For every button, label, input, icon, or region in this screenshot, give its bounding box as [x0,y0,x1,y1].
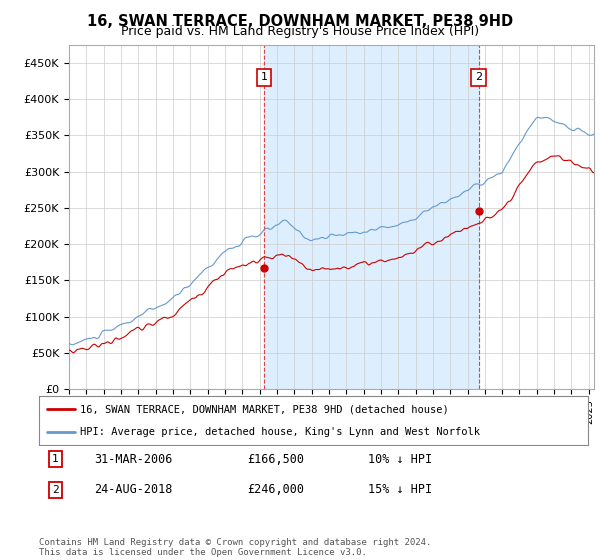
Text: 24-AUG-2018: 24-AUG-2018 [94,483,172,496]
Text: 16, SWAN TERRACE, DOWNHAM MARKET, PE38 9HD: 16, SWAN TERRACE, DOWNHAM MARKET, PE38 9… [87,14,513,29]
Text: 10% ↓ HPI: 10% ↓ HPI [368,452,433,465]
Bar [264,45,479,389]
Text: £166,500: £166,500 [248,452,305,465]
Text: 16, SWAN TERRACE, DOWNHAM MARKET, PE38 9HD (detached house): 16, SWAN TERRACE, DOWNHAM MARKET, PE38 9… [80,404,449,414]
Text: Contains HM Land Registry data © Crown copyright and database right 2024.
This d: Contains HM Land Registry data © Crown c… [39,538,431,557]
Text: £246,000: £246,000 [248,483,305,496]
Text: 1: 1 [260,72,268,82]
Text: Price paid vs. HM Land Registry's House Price Index (HPI): Price paid vs. HM Land Registry's House … [121,25,479,38]
Text: 15% ↓ HPI: 15% ↓ HPI [368,483,433,496]
Text: HPI: Average price, detached house, King's Lynn and West Norfolk: HPI: Average price, detached house, King… [80,427,480,437]
Text: 1: 1 [52,454,59,464]
Text: 2: 2 [475,72,482,82]
Text: 2: 2 [52,485,59,495]
Text: 31-MAR-2006: 31-MAR-2006 [94,452,172,465]
